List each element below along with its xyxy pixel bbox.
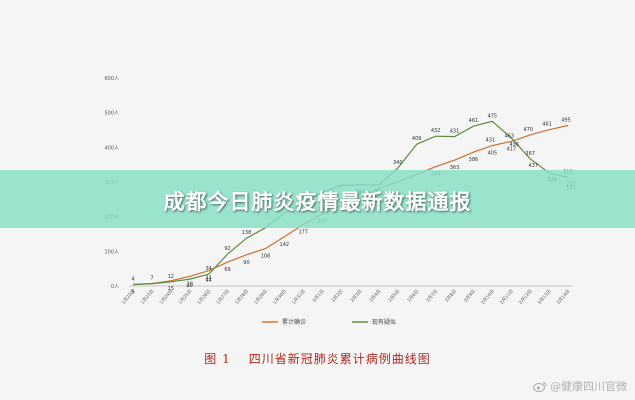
y-tick-label: 400人 <box>104 145 119 151</box>
legend: 累计确诊 现有疑似 <box>262 318 396 326</box>
figure-number: 图 1 <box>204 352 231 366</box>
x-tick-label: 1月31日 <box>291 288 307 305</box>
y-tick-label: 600人 <box>104 76 119 82</box>
data-label-suspected: 92 <box>224 246 230 252</box>
x-tick-label: 1月28日 <box>234 288 250 305</box>
data-label-confirmed-tail: 431 <box>486 138 496 144</box>
data-label-suspected: 461 <box>469 118 479 124</box>
x-tick-label: 2月4日 <box>368 288 382 303</box>
x-tick-label: 2月5日 <box>387 288 401 303</box>
data-label-suspected: 34 <box>205 266 211 272</box>
data-label-confirmed-tail: 470 <box>523 127 533 133</box>
data-label-confirmed: 15 <box>168 286 174 292</box>
legend-label-suspected: 现有疑似 <box>372 318 396 326</box>
y-tick-label: 500人 <box>104 111 119 117</box>
x-tick-label: 2月6日 <box>406 288 420 303</box>
data-label-confirmed: 405 <box>488 151 498 157</box>
data-label-suspected-tail: 437 <box>528 163 538 169</box>
data-label-suspected-small: 44 <box>205 278 211 284</box>
weibo-icon <box>533 381 547 392</box>
y-tick-label: 0人 <box>111 284 119 290</box>
watermark-text: @健康四川官微 <box>550 380 627 393</box>
data-label-confirmed: 386 <box>469 157 479 163</box>
data-label-confirmed: 69 <box>224 267 230 273</box>
x-tick-label: 2月7日 <box>425 288 439 303</box>
data-label-suspected: 431 <box>450 129 460 135</box>
data-label-confirmed: 417 <box>506 146 516 152</box>
x-tick-label: 1月29日 <box>253 288 269 305</box>
data-label-suspected: 138 <box>242 230 252 236</box>
data-label-confirmed: 90 <box>243 260 249 266</box>
data-label-confirmed: 108 <box>261 254 271 260</box>
headline-banner <box>0 170 635 228</box>
data-label-confirmed: 142 <box>280 242 290 248</box>
x-tick-label: 2月9日 <box>463 288 477 303</box>
x-tick-label: 1月26日 <box>196 288 212 305</box>
x-tick-label: 1月30日 <box>272 288 288 305</box>
data-label-suspected: 432 <box>431 128 441 134</box>
data-label-suspected-tail: 436 <box>509 142 519 148</box>
x-tick-label: 2月3日 <box>349 288 363 303</box>
x-tick-label: 2月2日 <box>331 288 345 303</box>
data-label-suspected: 7 <box>150 276 153 282</box>
data-label-confirmed: 363 <box>450 165 460 171</box>
data-label-suspected: 12 <box>168 274 174 280</box>
x-tick-label: 1月23日 <box>140 288 156 305</box>
data-label-suspected: 409 <box>412 136 422 142</box>
data-label-confirmed: 28 <box>187 281 193 287</box>
x-tick-label: 2月1日 <box>312 288 326 303</box>
weibo-watermark: @健康四川官微 <box>533 378 627 394</box>
data-label-suspected: 4 <box>131 277 134 283</box>
data-label-confirmed-tail: 495 <box>561 117 571 123</box>
data-label-confirmed-tail: 463 <box>504 133 514 139</box>
headline-text: 成都今日肺炎疫情最新数据通报 <box>163 190 472 214</box>
data-label-suspected-small: 20 <box>187 283 193 289</box>
x-tick-label: 2月13日 <box>537 288 553 305</box>
data-label-confirmed: 5 <box>131 289 134 295</box>
data-label-suspected: 475 <box>488 113 498 119</box>
y-tick-label: 100人 <box>104 249 119 255</box>
x-tick-label: 1月27日 <box>215 288 231 305</box>
x-tick-label: 2月10日 <box>480 288 496 305</box>
data-label-suspected: 367 <box>525 151 535 157</box>
data-label-confirmed-tail: 461 <box>542 122 552 128</box>
data-label-confirmed: 44 <box>205 276 211 282</box>
legend-label-confirmed: 累计确诊 <box>282 318 306 326</box>
x-tick-label: 1月25日 <box>177 288 193 305</box>
x-tick-label: 2月11日 <box>499 288 515 305</box>
figure-caption: 图 1 四川省新冠肺炎累计病例曲线图 <box>0 350 635 367</box>
x-tick-label: 2月14日 <box>556 288 572 305</box>
figure-title: 四川省新冠肺炎累计病例曲线图 <box>248 352 431 366</box>
x-tick-label: 2月8日 <box>444 288 458 303</box>
x-tick-label: 2月12日 <box>518 288 534 305</box>
data-label-confirmed: 177 <box>298 230 308 236</box>
data-label-suspected: 340 <box>393 160 403 166</box>
